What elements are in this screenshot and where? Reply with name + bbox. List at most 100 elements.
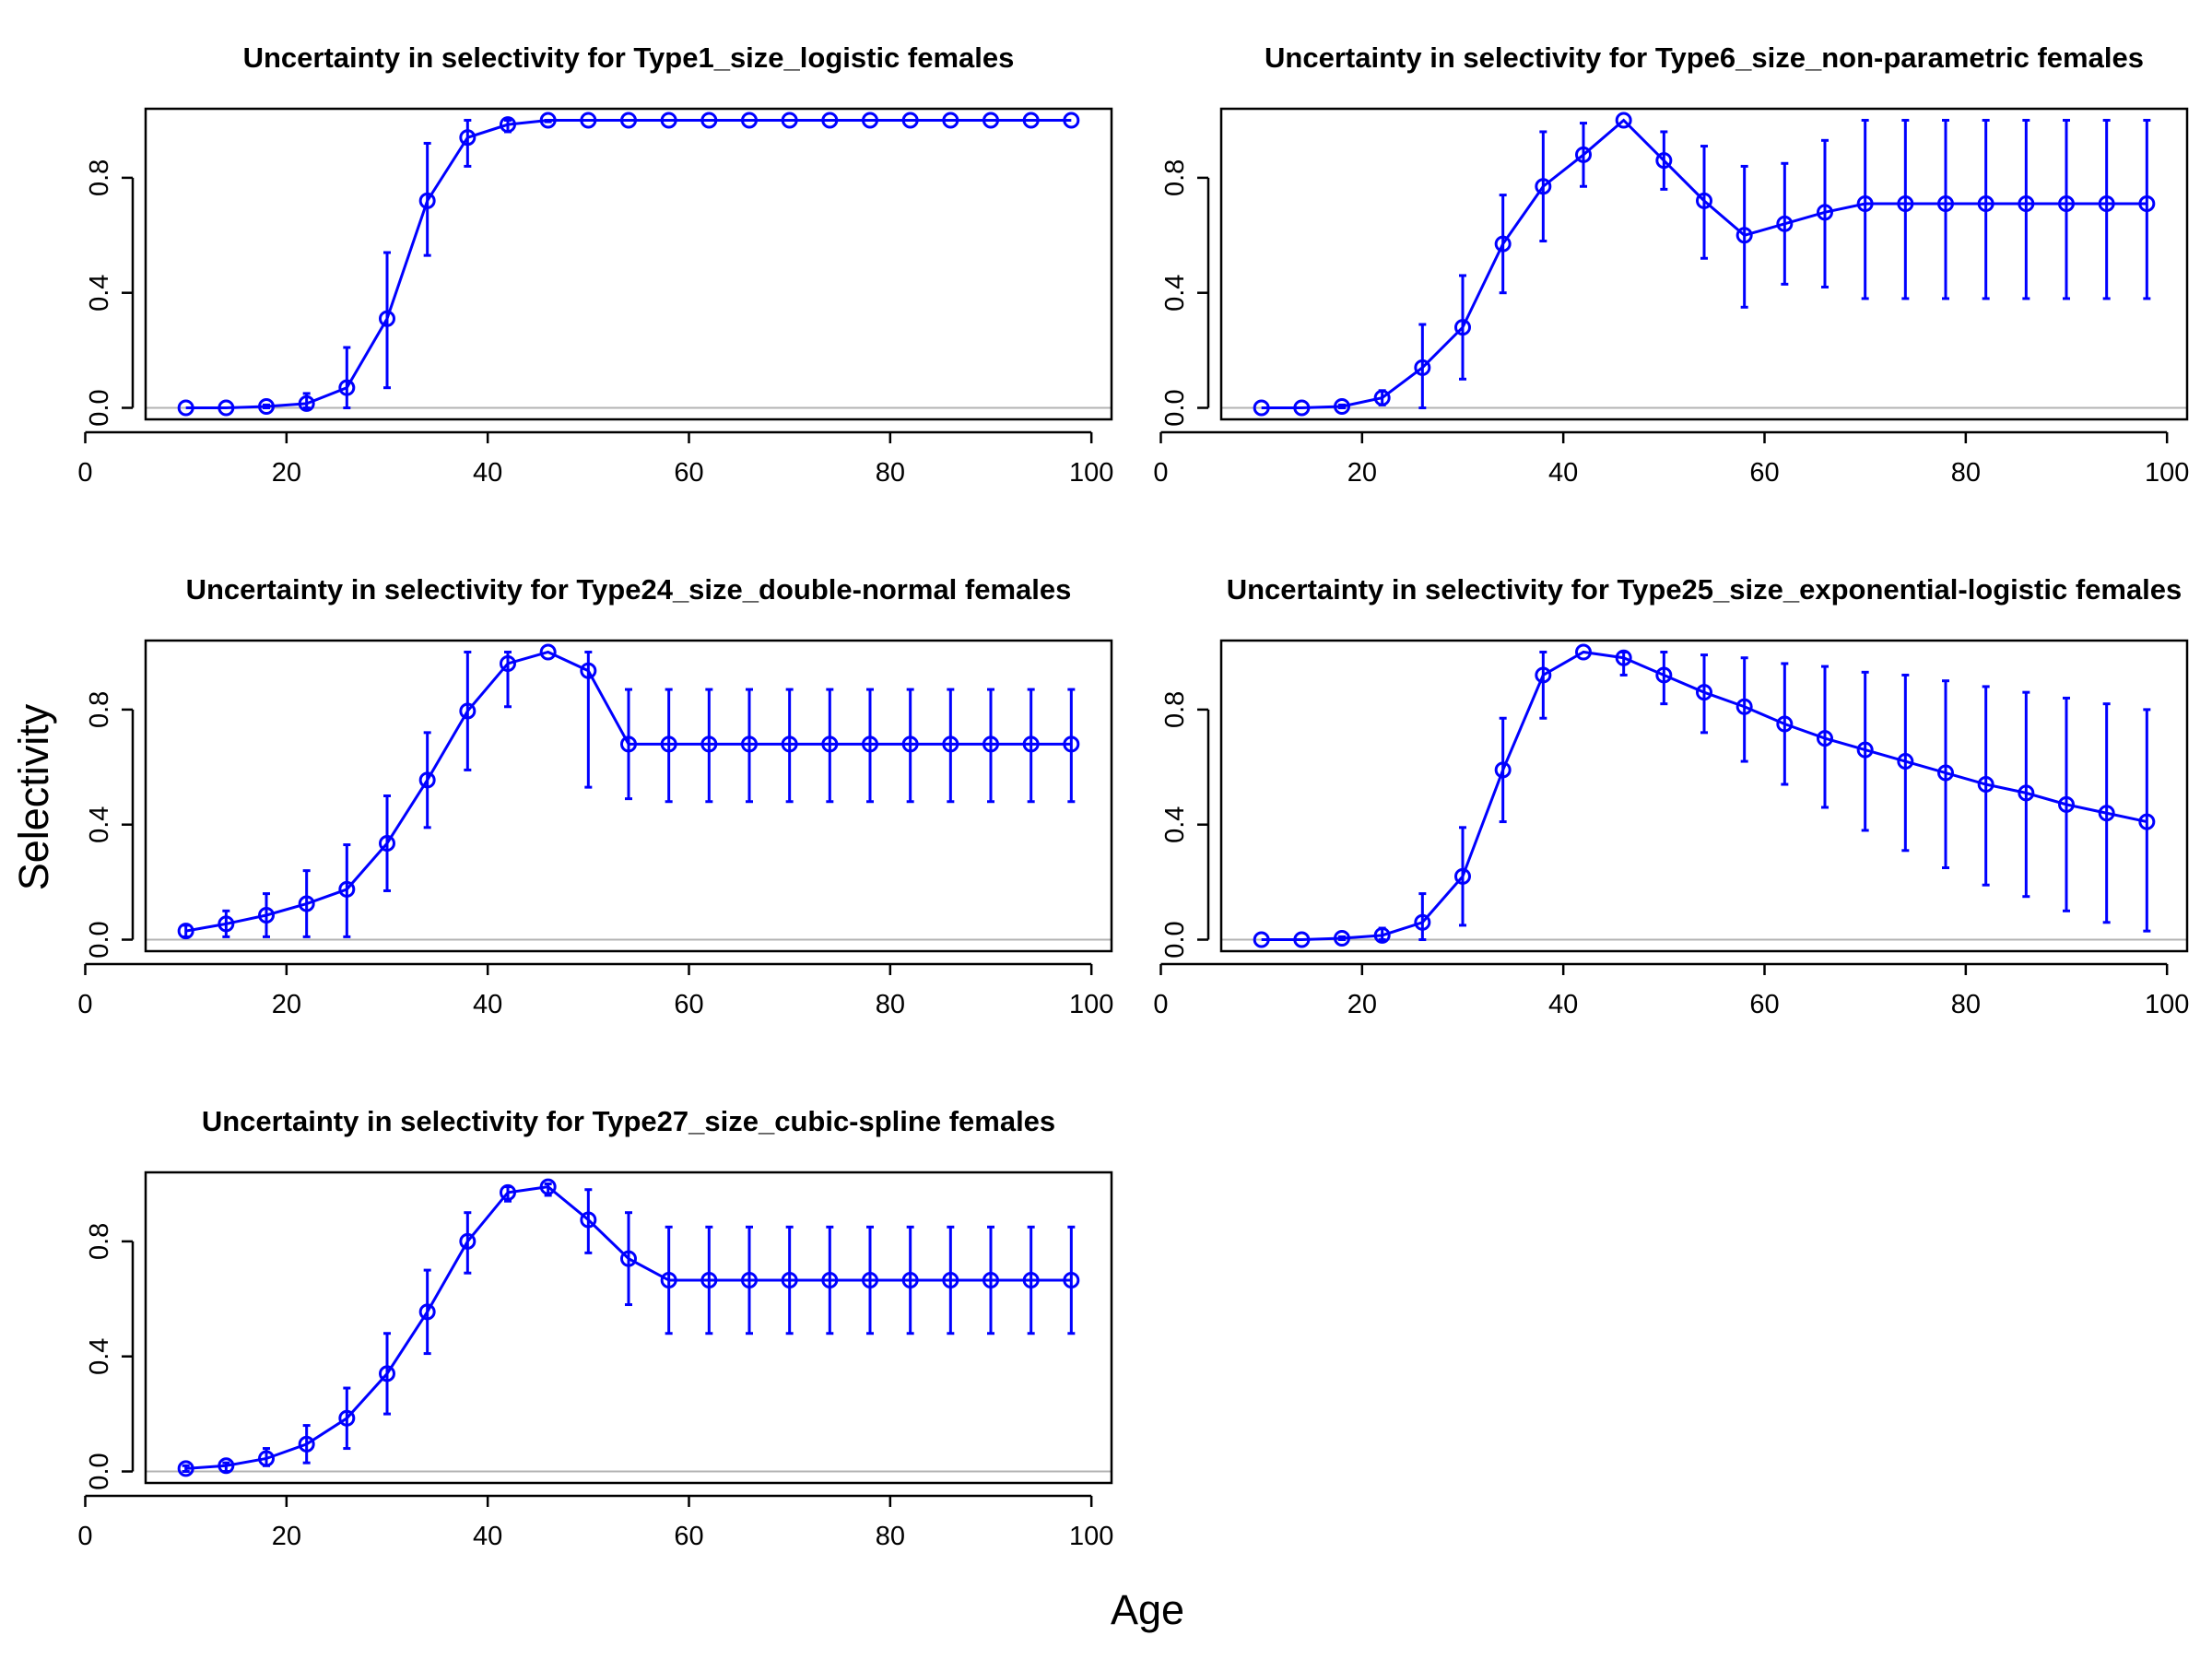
data-point bbox=[580, 1211, 597, 1229]
data-point bbox=[2018, 784, 2035, 802]
data-point bbox=[1696, 192, 1712, 209]
data-point bbox=[700, 1272, 718, 1289]
data-point bbox=[1817, 204, 1833, 221]
x-tick-label: 40 bbox=[1548, 990, 1578, 1019]
y-tick-label: 0.0 bbox=[1160, 921, 1190, 958]
x-tick-label: 80 bbox=[876, 458, 905, 488]
plot-frame bbox=[1219, 639, 2189, 953]
y-tick-label: 0.0 bbox=[85, 921, 114, 958]
data-point bbox=[2138, 194, 2156, 212]
data-point bbox=[1856, 194, 1874, 212]
data-point bbox=[700, 112, 718, 129]
data-point bbox=[177, 923, 194, 940]
data-point bbox=[580, 112, 597, 129]
x-tick-label: 100 bbox=[2145, 458, 2189, 488]
data-point bbox=[1776, 715, 1794, 733]
data-point bbox=[660, 112, 677, 129]
data-point bbox=[1696, 684, 1712, 701]
y-tick-label: 0.4 bbox=[1160, 275, 1190, 312]
data-point bbox=[338, 1409, 356, 1427]
x-tick-label: 40 bbox=[473, 458, 502, 488]
data-point bbox=[1022, 735, 1040, 753]
data-point bbox=[1817, 730, 1833, 747]
y-tick-label: 0.8 bbox=[1160, 691, 1190, 728]
panel-4: Uncertainty in selectivity for Type25_si… bbox=[1153, 573, 2189, 1019]
data-point bbox=[1063, 112, 1080, 129]
data-point bbox=[379, 1365, 395, 1382]
data-point bbox=[459, 1232, 477, 1250]
y-tick-label: 0.0 bbox=[1160, 389, 1190, 426]
data-point bbox=[1063, 735, 1080, 753]
data-point bbox=[539, 112, 557, 129]
data-point bbox=[379, 310, 395, 327]
panel-title: Uncertainty in selectivity for Type27_si… bbox=[202, 1105, 1055, 1137]
data-point bbox=[218, 399, 235, 417]
x-tick-label: 60 bbox=[1749, 458, 1779, 488]
data-point bbox=[1937, 194, 1954, 212]
x-axis-title: Age bbox=[1111, 1586, 1184, 1633]
data-point bbox=[338, 880, 356, 898]
data-point bbox=[500, 654, 516, 672]
x-tick-label: 100 bbox=[1069, 990, 1113, 1019]
data-point bbox=[2018, 194, 2035, 212]
data-point bbox=[1293, 931, 1311, 948]
data-point bbox=[1735, 698, 1753, 715]
x-tick-label: 60 bbox=[674, 1522, 703, 1551]
x-tick-label: 20 bbox=[272, 990, 301, 1019]
data-point bbox=[218, 1457, 235, 1475]
panel-title: Uncertainty in selectivity for Type25_si… bbox=[1227, 573, 2183, 606]
data-point bbox=[942, 735, 959, 753]
plot-frame bbox=[1219, 107, 2189, 421]
x-tick-label: 100 bbox=[1069, 458, 1113, 488]
data-point bbox=[500, 1183, 516, 1201]
x-tick-label: 20 bbox=[272, 458, 301, 488]
x-tick-label: 20 bbox=[1347, 458, 1377, 488]
data-point bbox=[862, 1272, 878, 1289]
y-tick-label: 0.8 bbox=[85, 159, 114, 196]
y-axis-title: Selectivity bbox=[10, 703, 57, 890]
data-point bbox=[1776, 215, 1794, 232]
panel-5: Uncertainty in selectivity for Type27_si… bbox=[77, 1105, 1113, 1551]
plot-frame bbox=[144, 1171, 1113, 1485]
data-point bbox=[2058, 194, 2075, 212]
y-tick-label: 0.0 bbox=[85, 1453, 114, 1489]
data-point bbox=[982, 112, 999, 129]
x-tick-label: 0 bbox=[77, 1522, 92, 1551]
x-tick-label: 0 bbox=[77, 458, 92, 488]
series-line bbox=[185, 1185, 1072, 1470]
x-tick-label: 20 bbox=[272, 1522, 301, 1551]
data-point bbox=[1535, 178, 1552, 195]
data-point bbox=[982, 1272, 999, 1289]
data-point bbox=[821, 112, 839, 129]
data-point bbox=[2098, 805, 2115, 822]
data-point bbox=[1454, 319, 1471, 336]
data-point bbox=[821, 1272, 839, 1289]
data-point bbox=[660, 735, 677, 753]
data-point bbox=[1856, 741, 1874, 759]
data-point bbox=[741, 1272, 758, 1289]
x-tick-label: 0 bbox=[77, 990, 92, 1019]
x-tick-label: 20 bbox=[1347, 990, 1377, 1019]
x-tick-label: 40 bbox=[473, 1522, 502, 1551]
y-tick-label: 0.4 bbox=[1160, 806, 1190, 843]
data-point bbox=[741, 735, 758, 753]
data-point bbox=[1615, 112, 1632, 129]
series-line bbox=[185, 118, 1072, 410]
data-point bbox=[1655, 152, 1673, 170]
data-point bbox=[539, 1178, 557, 1195]
data-point bbox=[1937, 764, 1954, 782]
data-point bbox=[1897, 194, 1914, 212]
y-tick-label: 0.4 bbox=[85, 806, 114, 843]
data-point bbox=[1414, 359, 1431, 376]
y-tick-label: 0.8 bbox=[1160, 159, 1190, 196]
data-point bbox=[1454, 867, 1471, 885]
data-point bbox=[298, 394, 315, 412]
panel-2: Uncertainty in selectivity for Type6_siz… bbox=[1153, 41, 2189, 488]
data-point bbox=[1022, 1272, 1040, 1289]
data-point bbox=[379, 834, 395, 852]
data-point bbox=[298, 1435, 315, 1453]
data-point bbox=[177, 399, 194, 417]
data-point bbox=[862, 735, 878, 753]
